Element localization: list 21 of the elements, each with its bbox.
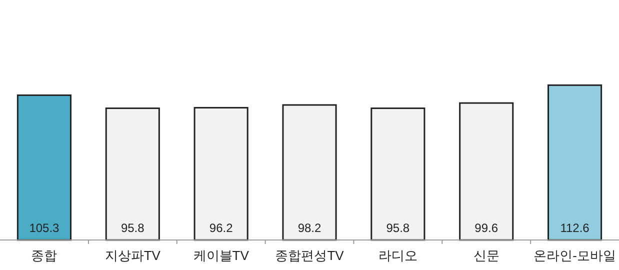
data-label: 95.8 <box>120 221 145 235</box>
bar <box>548 84 602 241</box>
data-label: 96.2 <box>209 221 234 235</box>
bar <box>105 108 160 241</box>
bar <box>459 102 514 241</box>
x-tick-label: 케이블TV <box>193 248 250 263</box>
bar <box>16 94 72 241</box>
x-tick-label: 지상파TV <box>104 248 161 263</box>
data-label: 98.2 <box>298 221 322 235</box>
x-tick-label: 온라인-모바일 <box>534 248 616 263</box>
x-tick-label: 종합 <box>31 248 58 263</box>
data-label: 112.6 <box>560 221 590 235</box>
data-label: 95.8 <box>386 221 410 235</box>
x-tick-label: 신문 <box>473 248 500 263</box>
x-tick-label: 종합편성TV <box>275 248 344 263</box>
data-label: 105.3 <box>29 221 60 235</box>
bar <box>194 106 248 241</box>
data-label: 99.6 <box>474 221 498 235</box>
x-tick-label: 라디오 <box>378 248 418 263</box>
bar <box>282 104 337 241</box>
bar <box>370 108 426 241</box>
